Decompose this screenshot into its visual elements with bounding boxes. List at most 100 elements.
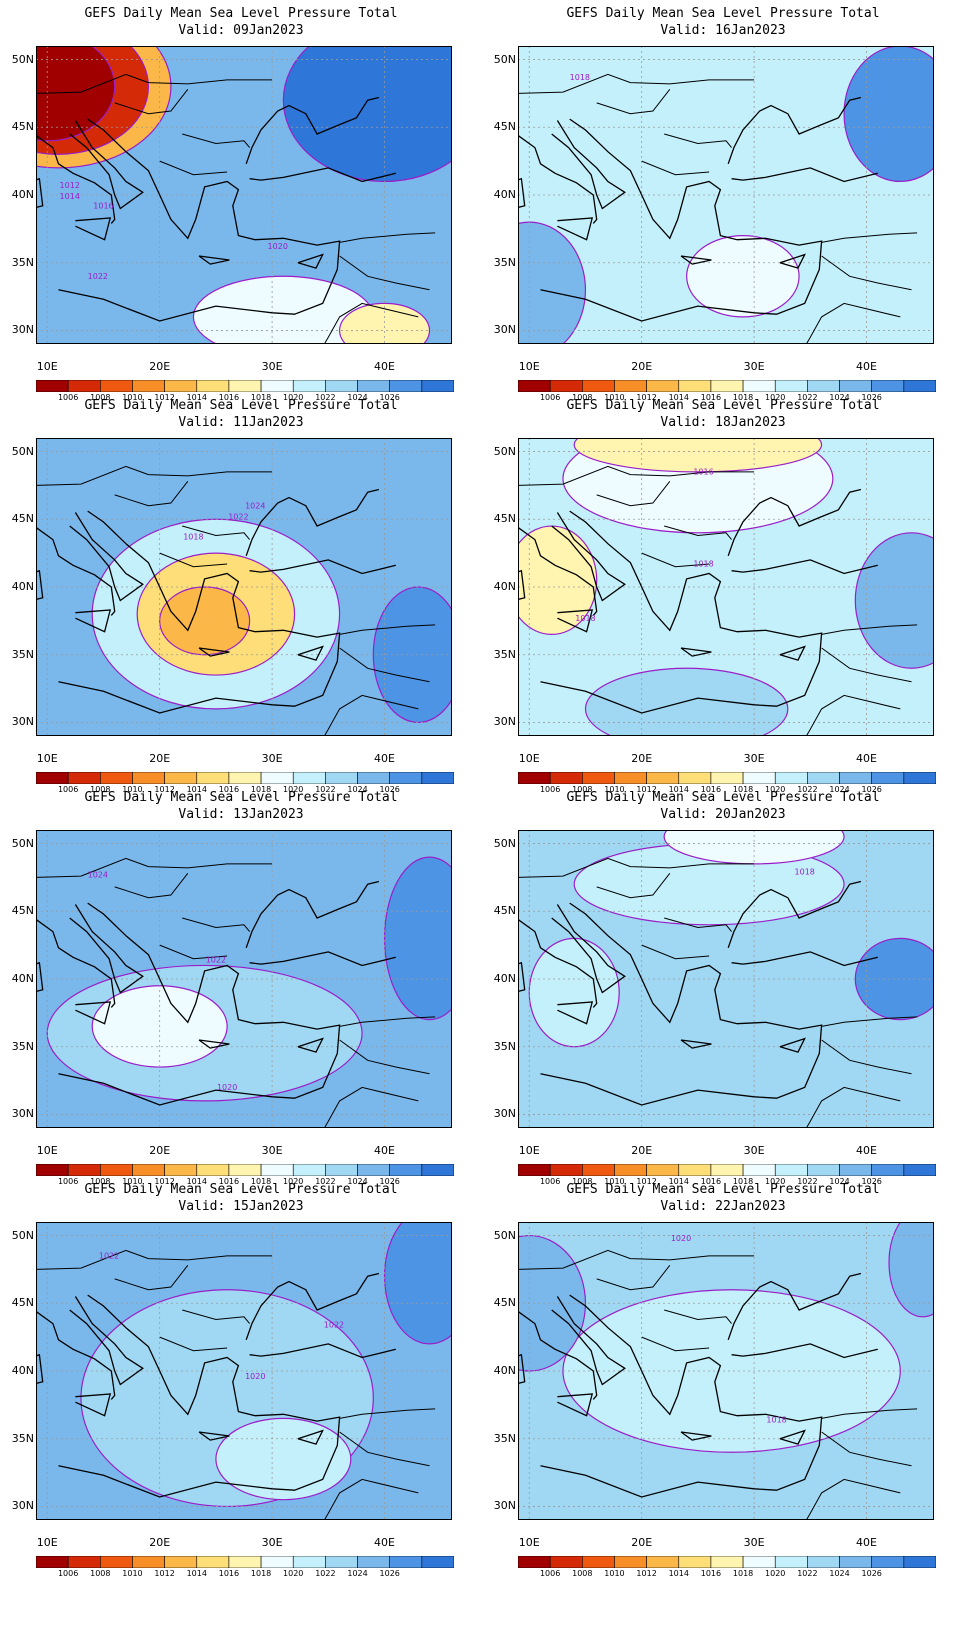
contour-label: 1018 [575,614,595,623]
lat-label: 40N [11,580,34,593]
colorbar-swatch [196,1556,230,1568]
lat-label: 50N [11,1228,34,1242]
colorbar-swatch [389,772,423,784]
contour-label: 1022 [324,1321,344,1330]
colorbar-label: 1022 [797,1569,818,1578]
contour-label: 1020 [217,1083,237,1092]
panel-valid-date: Valid: 16Jan2023 [660,23,786,38]
colorbar-swatch [357,380,390,392]
lon-label: 10E [518,752,540,765]
colorbar-label: 1026 [861,785,882,794]
colorbar-swatch [67,772,101,784]
pressure-region [383,1222,452,1345]
colorbar-label: 1018 [250,1569,272,1578]
colorbar-swatch [774,772,808,784]
colorbar-swatch [292,772,326,784]
lat-label: 30N [493,1107,516,1121]
colorbar-swatch [67,1164,101,1176]
coastline [249,167,396,183]
colorbar-swatch [292,1164,326,1176]
lat-label: 30N [493,323,516,337]
coastline [75,1001,112,1025]
colorbar [36,772,454,784]
colorbar-swatch [742,1556,776,1568]
colorbar-swatch [710,772,744,784]
colorbar-swatch [518,1556,551,1568]
colorbar-label: 1020 [283,1177,304,1186]
coastline [551,1296,626,1386]
lon-label: 30E [743,360,765,373]
colorbar-label: 1022 [797,1177,818,1186]
colorbar-label: 1024 [347,393,368,402]
coastline [551,904,626,994]
coastline [58,118,341,322]
map-frame [518,830,934,1128]
coastline [557,609,594,633]
contour-label: 1022 [88,272,108,281]
colorbar-labels: 1006 1008 1010 1012 1014 1016 1018 1020 1022 1024… [518,1177,956,1189]
lat-label: 50N [493,836,516,850]
colorbar-label: 1018 [250,785,272,794]
colorbar-swatch [678,772,712,784]
colorbar [518,380,936,392]
colorbar [518,772,936,784]
coastline [297,1037,324,1053]
colorbar-label: 1014 [186,785,207,794]
colorbar-swatch [903,380,936,392]
lat-label: 35N [11,647,34,661]
colorbar-label: 1026 [861,393,882,402]
lat-label: 45N [11,904,34,918]
coastline [518,918,598,1008]
country-border [821,1408,918,1419]
colorbar-swatch [710,1556,744,1568]
contour-label: 1024 [88,870,108,879]
colorbar-label: 1012 [154,1177,175,1186]
colorbar-label: 1020 [283,393,304,402]
coastline [551,512,626,602]
lon-label: 10E [36,1144,58,1157]
panel-title: GEFS Daily Mean Sea Level Pressure Total [566,398,880,413]
pressure-region [36,46,116,142]
lat-label: 40N [11,1364,34,1377]
coastline [58,1294,341,1498]
colorbar-label: 1010 [604,1177,625,1186]
colorbar-label: 1018 [732,785,754,794]
coastline [36,918,116,1008]
lon-label: 10E [36,360,58,373]
lat-label: 30N [11,715,34,729]
colorbar-label: 1022 [315,1177,336,1186]
colorbar-swatch [132,380,165,392]
lat-label: 35N [493,1039,516,1053]
colorbar-label: 1026 [379,785,400,794]
colorbar-swatch [260,1164,294,1176]
lat-label: 35N [493,255,516,269]
map-panel: GEFS Daily Mean Sea Level Pressure Total… [0,392,482,802]
coastline [518,526,598,616]
coastline [297,1429,324,1445]
colorbar-label: 1026 [861,1569,882,1578]
colorbar-swatch [292,1556,326,1568]
lon-label: 20E [631,752,653,765]
colorbar-swatch [132,772,165,784]
coastline [245,488,380,557]
pressure-region [686,235,800,318]
coastline [69,512,144,602]
coastline [36,961,44,993]
coastline [557,1001,594,1025]
colorbar-label: 1012 [636,1177,657,1186]
colorbar-swatch [614,1164,647,1176]
colorbar-swatch [678,380,712,392]
colorbar-label: 1010 [122,1569,143,1578]
colorbar-label: 1008 [90,785,111,794]
coastline [245,1272,380,1341]
lat-label: 50N [11,52,34,66]
lon-label: 30E [743,752,765,765]
colorbar-labels: 1006 1008 1010 1012 1014 1016 1018 1020 1022 1024… [518,785,956,797]
pressure-region [888,1222,934,1318]
coastline [540,902,823,1106]
pressure-region [562,1289,901,1453]
colorbar-label: 1018 [250,393,272,402]
contour-label: 1018 [693,560,713,569]
colorbar-swatch [228,1556,262,1568]
country-border [339,624,436,635]
